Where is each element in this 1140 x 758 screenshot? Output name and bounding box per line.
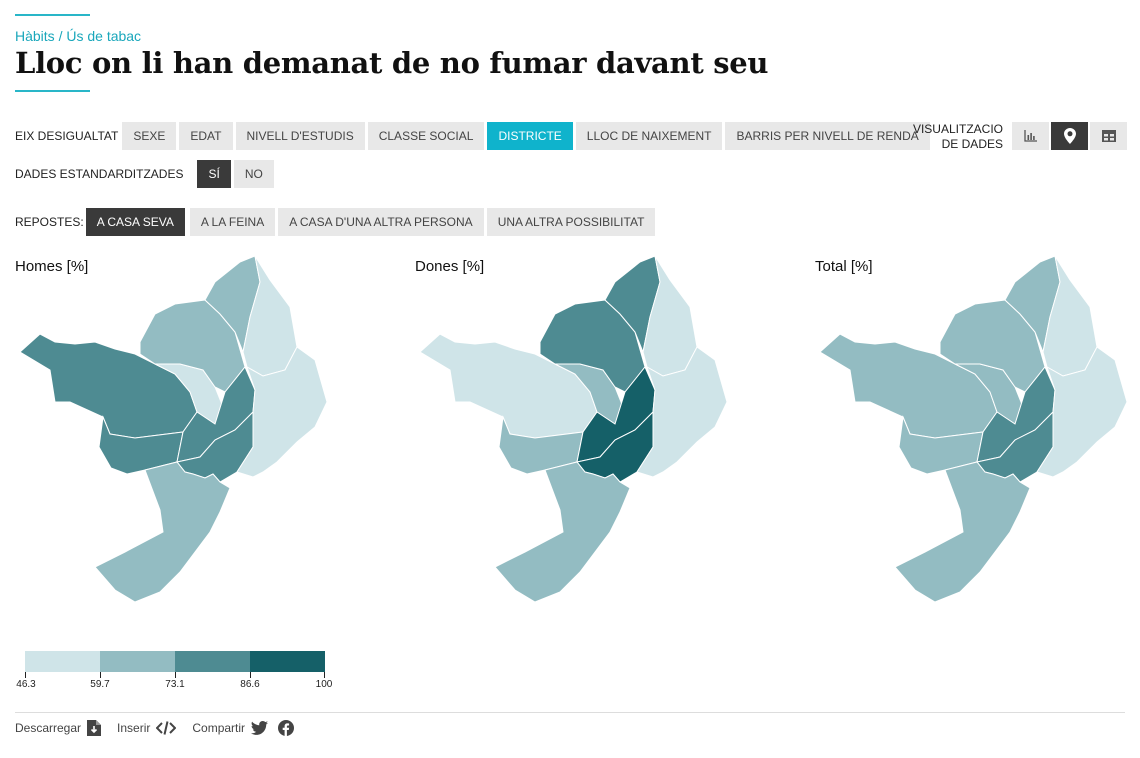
map-dones — [415, 252, 735, 617]
visualization-buttons — [1012, 122, 1129, 150]
legend-label-2: 59.7 — [90, 679, 110, 690]
legend-tick — [250, 672, 251, 678]
map-button[interactable] — [1051, 122, 1088, 150]
table-icon — [1101, 130, 1116, 142]
page-title: Lloc on li han demanat de no fumar davan… — [15, 46, 769, 80]
district-sant-marti[interactable] — [636, 346, 728, 478]
map-homes — [15, 252, 335, 617]
district-map-svg — [419, 255, 728, 603]
respostes-label: REPOSTES: — [15, 215, 84, 229]
color-legend — [25, 651, 325, 672]
download-label: Descarregar — [15, 721, 82, 735]
resp-option-casa-seva[interactable]: A CASA SEVA — [85, 208, 185, 236]
district-sant-marti[interactable] — [1036, 346, 1128, 478]
port-breakwater — [220, 487, 238, 603]
legend-tick — [324, 672, 325, 678]
map-title-total: Total [%] — [815, 258, 873, 275]
district-map-svg — [819, 255, 1128, 603]
eix-option-barris-renda[interactable]: BARRIS PER NIVELL DE RENDA — [725, 122, 930, 150]
share-button[interactable]: Compartir — [192, 720, 295, 736]
legend-swatch-1 — [25, 651, 100, 672]
resp-option-casa-altra[interactable]: A CASA D'UNA ALTRA PERSONA — [278, 208, 484, 236]
breadcrumb[interactable]: Hàbits / Ús de tabac — [15, 28, 142, 44]
eix-option-lloc-naixement[interactable]: LLOC DE NAIXEMENT — [575, 122, 723, 150]
district-sants-montjuic[interactable] — [894, 461, 1031, 603]
share-label: Compartir — [192, 721, 246, 735]
map-total — [815, 252, 1135, 617]
eix-option-districte[interactable]: DISTRICTE — [487, 122, 573, 150]
eix-option-sexe[interactable]: SEXE — [122, 122, 177, 150]
legend-label-3: 73.1 — [165, 679, 185, 690]
legend-tick — [25, 672, 26, 678]
download-file-icon — [87, 720, 102, 736]
eix-desigualtat-row: EIX DESIGUALTAT SEXE EDAT NIVELL D'ESTUD… — [15, 122, 933, 150]
facebook-icon[interactable] — [278, 720, 295, 736]
code-icon — [156, 721, 177, 735]
eix-option-edat[interactable]: EDAT — [179, 122, 233, 150]
footer-actions: Descarregar Inserir Compartir — [15, 720, 310, 736]
embed-label: Inserir — [117, 721, 151, 735]
district-sants-montjuic[interactable] — [94, 461, 231, 603]
dades-estandarditzades-row: DADES ESTANDARDITZADES SÍ NO — [15, 160, 277, 188]
legend-label-4: 86.6 — [240, 679, 260, 690]
visualization-label-line1: VISUALITZACIO — [912, 122, 1003, 136]
bar-chart-button[interactable] — [1012, 122, 1049, 150]
legend-swatch-2 — [100, 651, 175, 672]
map-title-dones: Dones [%] — [415, 258, 485, 275]
map-pin-icon — [1063, 128, 1076, 144]
std-option-si[interactable]: SÍ — [197, 160, 231, 188]
resp-option-feina[interactable]: A LA FEINA — [189, 208, 276, 236]
respostes-row: REPOSTES: A CASA SEVA A LA FEINA A CASA … — [15, 208, 658, 236]
download-button[interactable]: Descarregar — [15, 720, 102, 736]
twitter-icon[interactable] — [251, 721, 269, 735]
table-button[interactable] — [1090, 122, 1127, 150]
legend-label-1: 46.3 — [16, 679, 36, 690]
district-sants-montjuic[interactable] — [494, 461, 631, 603]
port-breakwater — [620, 487, 638, 603]
district-map-svg — [19, 255, 328, 603]
dades-estandarditzades-label: DADES ESTANDARDITZADES — [15, 167, 184, 181]
std-option-no[interactable]: NO — [233, 160, 274, 188]
resp-option-altra[interactable]: UNA ALTRA POSSIBILITAT — [486, 208, 656, 236]
eix-option-nivell-estudis[interactable]: NIVELL D'ESTUDIS — [235, 122, 365, 150]
header-accent-line — [15, 14, 90, 16]
title-underline — [15, 90, 90, 92]
district-sant-marti[interactable] — [236, 346, 328, 478]
legend-swatch-3 — [175, 651, 250, 672]
visualization-label: VISUALITZACIO DE DADES — [913, 122, 1003, 152]
port-breakwater — [1020, 487, 1038, 603]
eix-desigualtat-label: EIX DESIGUALTAT — [15, 129, 119, 143]
legend-tick — [175, 672, 176, 678]
map-title-homes: Homes [%] — [15, 258, 89, 275]
legend-label-5: 100 — [315, 679, 333, 690]
footer-separator — [15, 712, 1125, 713]
legend-tick — [100, 672, 101, 678]
visualization-label-line2: DE DADES — [941, 137, 1003, 151]
legend-swatch-4 — [250, 651, 325, 672]
eix-option-classe-social[interactable]: CLASSE SOCIAL — [367, 122, 485, 150]
legend-ticks — [25, 672, 325, 678]
bar-chart-icon — [1023, 130, 1037, 142]
embed-button[interactable]: Inserir — [117, 721, 177, 735]
